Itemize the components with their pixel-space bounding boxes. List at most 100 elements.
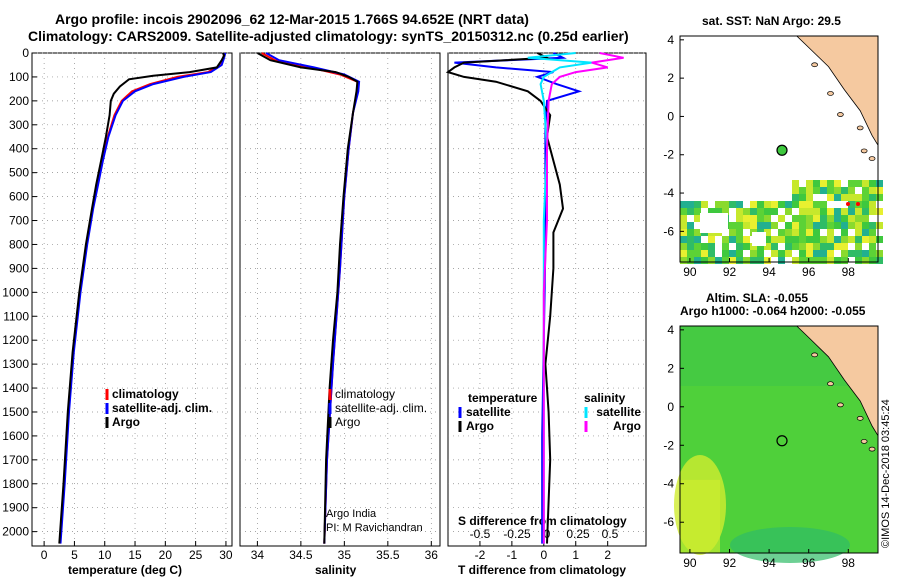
difference-s-tick-label: 0.25 xyxy=(566,527,590,541)
sst-cell xyxy=(848,208,855,215)
sst-cell xyxy=(694,201,701,208)
sst-cell xyxy=(869,187,876,194)
sst-cell xyxy=(827,243,834,250)
sst-cell xyxy=(855,236,862,243)
sst-cell xyxy=(771,250,778,257)
sst-cell xyxy=(764,229,771,236)
sst-cell xyxy=(799,194,806,201)
sla-map-ytick-label: -6 xyxy=(663,515,674,529)
difference-legend-label: Argo xyxy=(466,419,494,433)
depth-ytick-label: 1300 xyxy=(2,357,29,371)
sst-cell xyxy=(876,194,883,201)
sst-cell xyxy=(855,222,862,229)
sst-cell xyxy=(687,257,694,264)
sst-cell xyxy=(757,257,764,264)
temperature-legend-label: Argo xyxy=(112,415,140,429)
difference-series-s-argo xyxy=(542,52,624,544)
sst-cell xyxy=(792,194,799,201)
sst-cell xyxy=(820,187,827,194)
sst-cell xyxy=(736,236,743,243)
sst-cell xyxy=(778,215,785,222)
sst-cell xyxy=(806,243,813,250)
sst-cell xyxy=(862,194,869,201)
sst-cell xyxy=(813,208,820,215)
depth-ytick-label: 1600 xyxy=(2,429,29,443)
sst-cell xyxy=(820,243,827,250)
depth-ytick-label: 800 xyxy=(9,237,29,251)
sst-cell xyxy=(764,201,771,208)
sst-cell xyxy=(869,222,876,229)
sst-cell xyxy=(778,257,785,264)
sst-cell xyxy=(862,215,869,222)
sst-cell xyxy=(799,250,806,257)
sst-cell xyxy=(806,194,813,201)
difference-legend-label: Argo xyxy=(613,419,641,433)
sst-cell xyxy=(785,250,792,257)
sst-cell xyxy=(813,215,820,222)
sst-cell xyxy=(806,201,813,208)
sst-cell xyxy=(750,222,757,229)
sla-map-ytick-label: 4 xyxy=(667,323,674,337)
sst-cell xyxy=(792,201,799,208)
sst-cell xyxy=(680,222,687,229)
sst-cell xyxy=(799,229,806,236)
sst-cell xyxy=(771,222,778,229)
sst-cell xyxy=(778,201,785,208)
sst-cell xyxy=(764,208,771,215)
sst-map-ytick-label: -2 xyxy=(663,148,674,162)
sst-cell xyxy=(708,250,715,257)
sst-cell xyxy=(785,208,792,215)
sst-cell xyxy=(848,194,855,201)
sst-cell xyxy=(715,257,722,264)
sst-cell xyxy=(694,215,701,222)
difference-xtick-label: 0 xyxy=(540,548,547,562)
temperature-series-argo xyxy=(58,52,226,544)
difference-xtick-label: 1 xyxy=(572,548,579,562)
island xyxy=(860,148,868,154)
sst-cell xyxy=(834,222,841,229)
depth-ytick-label: 200 xyxy=(9,94,29,108)
sst-cell xyxy=(806,250,813,257)
sst-cell xyxy=(680,243,687,250)
sst-cell xyxy=(757,201,764,208)
sst-cell xyxy=(743,236,750,243)
sst-cell xyxy=(694,236,701,243)
sst-cell xyxy=(701,257,708,264)
sst-cell xyxy=(827,187,834,194)
sst-cell xyxy=(792,215,799,222)
sst-cell xyxy=(757,243,764,250)
sst-cell xyxy=(736,208,743,215)
difference-s-tick-label: -0.25 xyxy=(503,527,531,541)
salinity-legend-label: climatology xyxy=(335,387,395,401)
sst-cell xyxy=(764,222,771,229)
temperature-xtick-label: 0 xyxy=(41,548,48,562)
sst-cell xyxy=(862,180,869,187)
sst-cell xyxy=(848,201,855,208)
sst-cell xyxy=(834,215,841,222)
sst-map-xtick-label: 90 xyxy=(683,265,697,279)
sst-gap xyxy=(700,213,728,233)
sst-cell xyxy=(722,257,729,264)
sst-cell xyxy=(834,257,841,264)
difference-legend-label: satellite xyxy=(596,405,641,419)
sst-cell xyxy=(722,236,729,243)
sst-cell xyxy=(827,215,834,222)
depth-ytick-label: 500 xyxy=(9,166,29,180)
sst-cell xyxy=(687,208,694,215)
temperature-xtick-label: 20 xyxy=(159,548,173,562)
title-line-1: Argo profile: incois 2902096_62 12-Mar-2… xyxy=(55,11,529,27)
sst-cell xyxy=(855,243,862,250)
sst-cell xyxy=(708,236,715,243)
sst-cell xyxy=(792,236,799,243)
sst-cell xyxy=(687,201,694,208)
depth-ytick-label: 900 xyxy=(9,261,29,275)
sla-map-xtick-label: 90 xyxy=(683,556,697,570)
sst-cell xyxy=(792,229,799,236)
sst-cell xyxy=(764,257,771,264)
sst-cell xyxy=(806,187,813,194)
sst-hot-spot xyxy=(846,202,850,206)
sst-cell xyxy=(680,250,687,257)
difference-xtick-label: -1 xyxy=(507,548,518,562)
sst-cell xyxy=(729,236,736,243)
